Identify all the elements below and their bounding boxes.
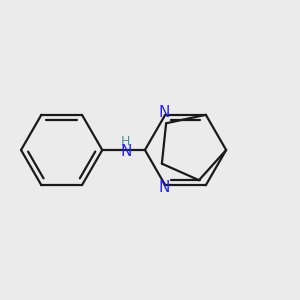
Text: N: N bbox=[120, 143, 131, 158]
Text: N: N bbox=[158, 180, 170, 195]
Text: N: N bbox=[158, 105, 170, 120]
Text: H: H bbox=[121, 135, 130, 148]
